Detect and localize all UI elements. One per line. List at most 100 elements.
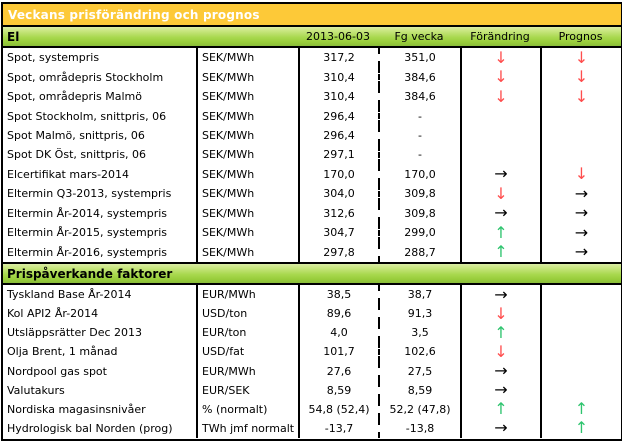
table-title-bar: Veckans prisförändring och prognos: [3, 4, 621, 27]
row-label: Spot DK Öst, snittpris, 06: [7, 148, 147, 162]
change-cell: ↓: [460, 48, 540, 68]
value-current: 296,4: [298, 106, 378, 126]
table-row: Utsläppsrätter Dec 2013 EUR/ton 4,0 3,5 ↑: [3, 323, 621, 343]
row-label: Eltermin År-2015, systempris: [7, 226, 168, 240]
row-label: Olja Brent, 1 månad: [7, 345, 118, 359]
value-previous-week: 351,0: [378, 48, 460, 68]
table-row: Nordiska magasinsnivåer % (normalt) 54,8 (…: [3, 399, 621, 419]
value-current: 297,8: [298, 242, 378, 262]
down-arrow-icon: ↓: [494, 67, 508, 87]
column-header-change: Förändring: [470, 30, 530, 43]
table-row: Nordpool gas spot EUR/MWh 27,6 27,5 →: [3, 361, 621, 381]
value-previous-week: 299,0: [378, 223, 460, 243]
table-row: Spot, områdepris Malmö SEK/MWh 310,4 384,6 ↓…: [3, 86, 621, 107]
column-header-prognosis: Prognos: [558, 30, 603, 43]
value-previous-week: 8,59: [378, 380, 460, 400]
prognosis-cell: [540, 145, 621, 165]
value-previous-week: 384,6: [378, 67, 460, 87]
change-cell: ↑: [460, 223, 540, 243]
prognosis-cell: ↓: [540, 86, 621, 107]
value-current: 38,5: [298, 285, 378, 305]
right-arrow-icon: →: [494, 418, 508, 438]
table-row: Elcertifikat mars-2014 SEK/MWh 170,0 170,0 →…: [3, 164, 621, 185]
value-current: 310,4: [298, 67, 378, 87]
right-arrow-icon: →: [494, 164, 508, 184]
column-header-date: 2013-06-03: [306, 30, 370, 43]
row-label: Nordiska magasinsnivåer: [7, 402, 146, 416]
prognosis-cell: [540, 125, 621, 146]
table-row: Spot Stockholm, snittpris, 06 SEK/MWh 296,…: [3, 106, 621, 126]
right-arrow-icon: →: [494, 361, 508, 381]
value-previous-week: 38,7: [378, 285, 460, 305]
table-row: Kol API2 År-2014 USD/ton 89,6 91,3 ↓: [3, 304, 621, 324]
prognosis-cell: →: [540, 242, 621, 262]
right-arrow-icon: →: [574, 223, 589, 242]
change-cell: ↓: [460, 342, 540, 362]
value-current: 4,0: [298, 323, 378, 343]
section-label-factors: Prispåverkande faktorer: [7, 266, 173, 281]
up-arrow-icon: ↑: [494, 399, 508, 419]
table-row: Eltermin Q3-2013, systempris SEK/MWh 304,0…: [3, 184, 621, 204]
row-unit: SEK/MWh: [196, 86, 298, 107]
up-arrow-icon: ↑: [494, 223, 508, 242]
row-unit: EUR/MWh: [196, 285, 298, 305]
row-label: Nordpool gas spot: [7, 364, 107, 378]
change-cell: →: [460, 418, 540, 438]
table-title: Veckans prisförändring och prognos: [8, 7, 260, 22]
prognosis-cell: ↑: [540, 399, 621, 419]
prognosis-cell: [540, 304, 621, 324]
value-current: 304,7: [298, 223, 378, 243]
down-arrow-icon: ↓: [494, 48, 508, 67]
row-label: Spot, områdepris Malmö: [7, 90, 142, 104]
row-label: Spot, systempris: [7, 51, 100, 65]
change-cell: [460, 106, 540, 126]
value-current: 304,0: [298, 184, 378, 204]
table-row: Spot Malmö, snittpris, 06 SEK/MWh 296,4-: [3, 125, 621, 146]
value-current: 54,8 (52,4): [298, 399, 378, 419]
down-arrow-icon: ↓: [574, 86, 589, 106]
table-row: Eltermin År-2015, systempris SEK/MWh 304,7…: [3, 223, 621, 243]
prognosis-cell: [540, 323, 621, 343]
row-label: Spot Stockholm, snittpris, 06: [7, 109, 167, 123]
el-rows: Spot, systempris SEK/MWh 317,2 351,0 ↓ ↓ Spot,…: [3, 48, 621, 262]
value-previous-week: 3,5: [378, 323, 460, 343]
row-unit: EUR/ton: [196, 323, 298, 343]
row-unit: SEK/MWh: [196, 203, 298, 224]
change-cell: [460, 125, 540, 146]
row-label: Hydrologisk bal Norden (prog): [7, 421, 173, 435]
value-current: 296,4: [298, 125, 378, 146]
up-arrow-icon: ↑: [574, 418, 589, 438]
table-row: Spot DK Öst, snittpris, 06 SEK/MWh 297,1-: [3, 145, 621, 165]
value-current: 297,1: [298, 145, 378, 165]
factor-rows: Tyskland Base År-2014 EUR/MWh 38,5 38,7 → Kol…: [3, 285, 621, 438]
row-label: Eltermin År-2014, systempris: [7, 206, 168, 220]
change-cell: ↑: [460, 323, 540, 343]
column-header-previous-week: Fg vecka: [394, 30, 444, 43]
row-unit: % (normalt): [196, 399, 298, 419]
right-arrow-icon: →: [574, 203, 589, 223]
row-label: Spot Malmö, snittpris, 06: [7, 129, 145, 143]
value-previous-week: 91,3: [378, 304, 460, 324]
down-arrow-icon: ↓: [574, 48, 589, 67]
row-unit: USD/ton: [196, 304, 298, 324]
table-row: Eltermin År-2016, systempris SEK/MWh 297,8…: [3, 242, 621, 262]
value-previous-week: 384,6: [378, 86, 460, 107]
value-previous-week: -: [378, 125, 460, 146]
row-unit: SEK/MWh: [196, 184, 298, 204]
change-cell: ↓: [460, 67, 540, 87]
down-arrow-icon: ↓: [574, 164, 589, 184]
row-unit: EUR/MWh: [196, 361, 298, 381]
section-header-factors: Prispåverkande faktorer: [3, 262, 621, 285]
up-arrow-icon: ↑: [494, 242, 508, 262]
down-arrow-icon: ↓: [574, 67, 589, 87]
row-label: Valutakurs: [7, 383, 65, 397]
prognosis-cell: ↓: [540, 67, 621, 87]
right-arrow-icon: →: [494, 203, 508, 223]
down-arrow-icon: ↓: [494, 342, 508, 361]
row-label: Eltermin Q3-2013, systempris: [7, 187, 172, 201]
prognosis-cell: [540, 106, 621, 126]
table-row: Valutakurs EUR/SEK 8,59 8,59 →: [3, 380, 621, 400]
row-unit: SEK/MWh: [196, 145, 298, 165]
prognosis-cell: →: [540, 203, 621, 224]
change-cell: [460, 145, 540, 165]
